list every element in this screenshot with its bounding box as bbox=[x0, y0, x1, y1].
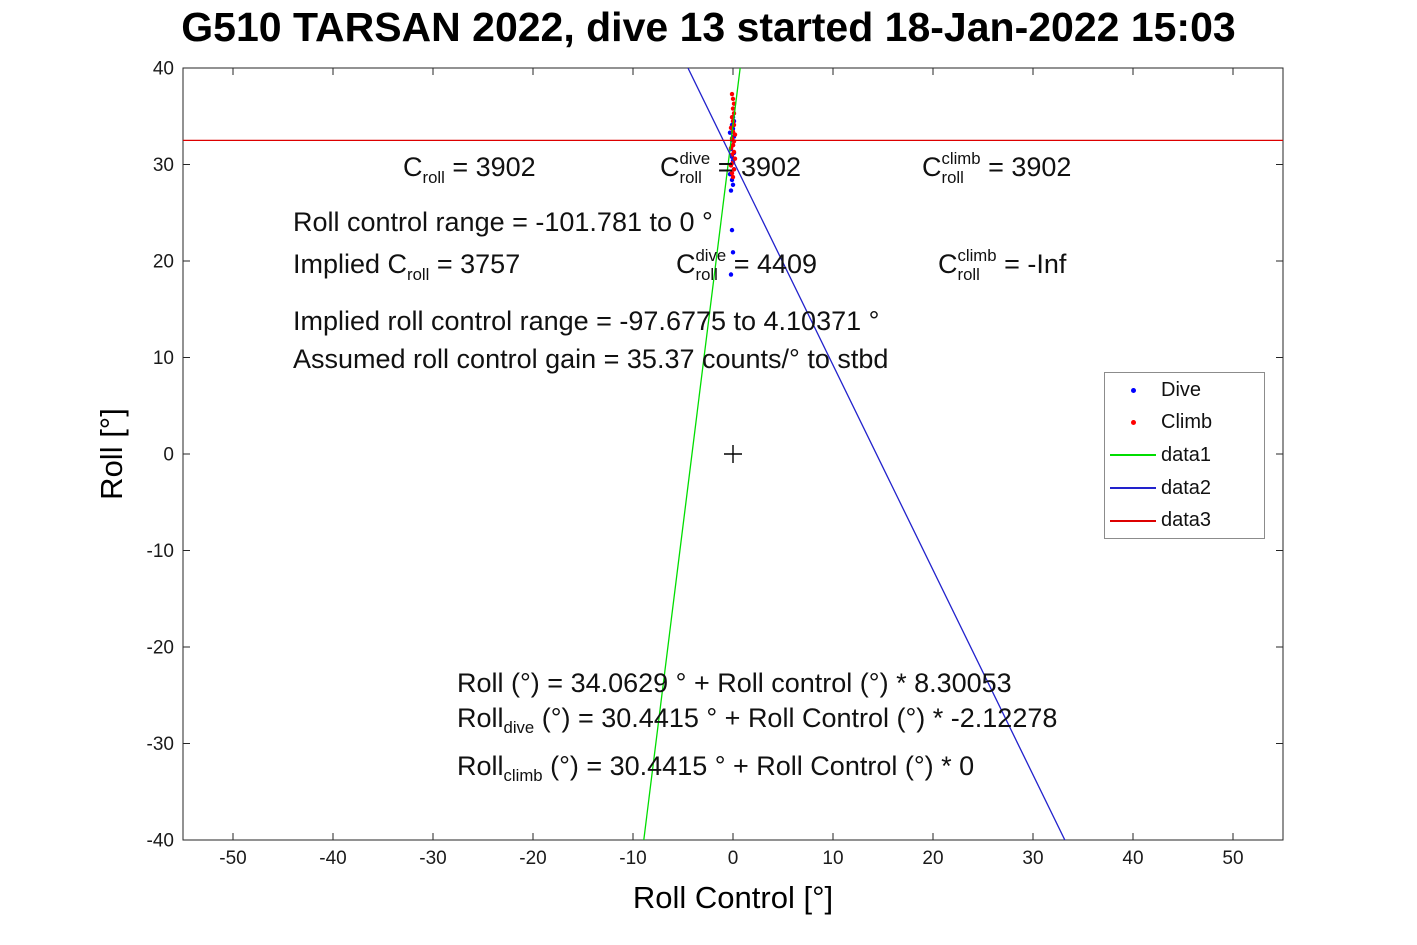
legend-entry-dive: Dive bbox=[1105, 375, 1264, 406]
x-tick-label: 20 bbox=[922, 848, 943, 869]
scatter-point-climb bbox=[732, 156, 738, 161]
scatter-point-climb bbox=[729, 91, 735, 97]
y-tick-label: -40 bbox=[147, 831, 174, 852]
x-tick-label: -10 bbox=[619, 848, 646, 869]
x-tick-label: -30 bbox=[419, 848, 446, 869]
implied-c-roll-climb-value: = -Inf bbox=[996, 248, 1067, 279]
roll-dive-base: Roll bbox=[457, 703, 504, 733]
legend-entry-climb: Climb bbox=[1105, 407, 1264, 438]
implied-prefix: Implied bbox=[293, 248, 388, 279]
x-tick-label: -20 bbox=[519, 848, 546, 869]
y-tick-label: 20 bbox=[153, 252, 174, 273]
figure-title: G510 TARSAN 2022, dive 13 started 18-Jan… bbox=[181, 4, 1236, 50]
legend-label: Dive bbox=[1161, 378, 1202, 401]
legend-label: data1 bbox=[1161, 443, 1212, 466]
x-tick-label: 50 bbox=[1222, 848, 1243, 869]
legend-dot-marker bbox=[1105, 387, 1161, 393]
origin-plus-marker bbox=[724, 445, 742, 463]
x-axis-label: Roll Control [°] bbox=[632, 880, 834, 915]
scatter-point-climb bbox=[730, 96, 736, 102]
series-line-data2 bbox=[687, 68, 1066, 840]
scatter-point-climb bbox=[730, 174, 736, 180]
y-tick-label: -20 bbox=[147, 638, 174, 659]
annotation-fit-equation: Roll (°) = 34.0629 ° + Roll control (°) … bbox=[457, 668, 1012, 698]
scatter-point-climb bbox=[731, 167, 737, 172]
plot-data-layer bbox=[183, 68, 1283, 840]
implied-c-roll-subsup: roll bbox=[407, 264, 430, 284]
annotation-roll-range: Roll control range = -101.781 to 0 ° bbox=[293, 207, 713, 237]
x-tick-label: 30 bbox=[1022, 848, 1043, 869]
scatter-point-dive bbox=[728, 272, 734, 277]
legend-line-marker bbox=[1105, 519, 1161, 522]
roll-climb-base: Roll bbox=[457, 751, 504, 781]
c-roll-dive-base: C bbox=[660, 151, 680, 182]
c-roll-value: = 3902 bbox=[444, 151, 536, 182]
x-tick-label: 40 bbox=[1122, 848, 1143, 869]
implied-c-roll-climb-subsup: climb roll bbox=[957, 246, 997, 284]
legend-entry-data1: data1 bbox=[1105, 440, 1264, 471]
roll-dive-sub: dive bbox=[503, 717, 535, 737]
annotation-implied-range: Implied roll control range = -97.6775 to… bbox=[293, 306, 880, 336]
legend-line-marker bbox=[1105, 487, 1161, 490]
legend: Dive Climb data1 data2 data3 bbox=[1104, 372, 1265, 539]
legend-label: Climb bbox=[1161, 411, 1213, 434]
implied-c-roll-climb-base: C bbox=[938, 248, 958, 279]
series-line-data1 bbox=[643, 68, 741, 840]
y-tick-label: 30 bbox=[153, 155, 174, 176]
scatter-point-climb bbox=[730, 106, 736, 111]
c-roll-subsup: roll bbox=[422, 167, 445, 187]
scatter-point-climb bbox=[731, 149, 737, 155]
x-tick-label: -40 bbox=[319, 848, 346, 869]
legend-label: data2 bbox=[1161, 476, 1212, 499]
scatter-point-dive bbox=[729, 227, 735, 233]
c-roll-climb-base: C bbox=[922, 151, 942, 182]
c-roll-base: C bbox=[403, 151, 423, 182]
annotation-gain: Assumed roll control gain = 35.37 counts… bbox=[293, 344, 889, 374]
c-roll-dive-value: = 3902 bbox=[710, 151, 802, 182]
legend-entry-data3: data3 bbox=[1105, 505, 1264, 536]
y-tick-label: 10 bbox=[153, 348, 174, 369]
scatter-point-climb bbox=[730, 143, 736, 148]
y-tick-label: -10 bbox=[147, 541, 174, 562]
roll-dive-rest: (°) = 30.4415 ° + Roll Control (°) * -2.… bbox=[534, 703, 1058, 733]
scatter-point-dive bbox=[728, 188, 734, 193]
c-roll-climb-value: = 3902 bbox=[980, 151, 1072, 182]
legend-entry-data2: data2 bbox=[1105, 473, 1264, 504]
roll-climb-rest: (°) = 30.4415 ° + Roll Control (°) * 0 bbox=[542, 751, 975, 781]
scatter-point-climb bbox=[729, 115, 735, 120]
scatter-point-dive bbox=[730, 182, 736, 187]
y-tick-label: 40 bbox=[153, 59, 174, 80]
x-tick-label: 0 bbox=[728, 848, 739, 869]
legend-label: data3 bbox=[1161, 509, 1212, 532]
implied-c-roll-value: = 3757 bbox=[429, 248, 521, 279]
scatter-point-dive bbox=[730, 250, 736, 255]
legend-dot-marker bbox=[1105, 420, 1161, 426]
annotation-climb-equation: Rollclimb (°) = 30.4415 ° + Roll Control… bbox=[457, 751, 974, 786]
annotation-dive-equation: Rolldive (°) = 30.4415 ° + Roll Control … bbox=[457, 703, 1057, 738]
roll-climb-sub: climb bbox=[503, 765, 543, 785]
implied-c-roll-base: C bbox=[387, 248, 408, 279]
x-tick-label: 10 bbox=[822, 848, 843, 869]
implied-c-roll-dive-value: = 4409 bbox=[726, 248, 818, 279]
y-tick-label: 0 bbox=[163, 445, 174, 466]
implied-c-roll-dive-base: C bbox=[676, 248, 696, 279]
y-axis-label: Roll [°] bbox=[94, 408, 129, 500]
implied-c-roll-dive-subsup: dive roll bbox=[695, 246, 727, 284]
legend-line-marker bbox=[1105, 454, 1161, 457]
y-tick-label: -30 bbox=[147, 734, 174, 755]
scatter-point-climb bbox=[729, 170, 735, 176]
c-roll-climb-subsup: climb roll bbox=[941, 149, 981, 187]
c-roll-dive-subsup: dive roll bbox=[679, 149, 711, 187]
x-tick-label: -50 bbox=[219, 848, 246, 869]
